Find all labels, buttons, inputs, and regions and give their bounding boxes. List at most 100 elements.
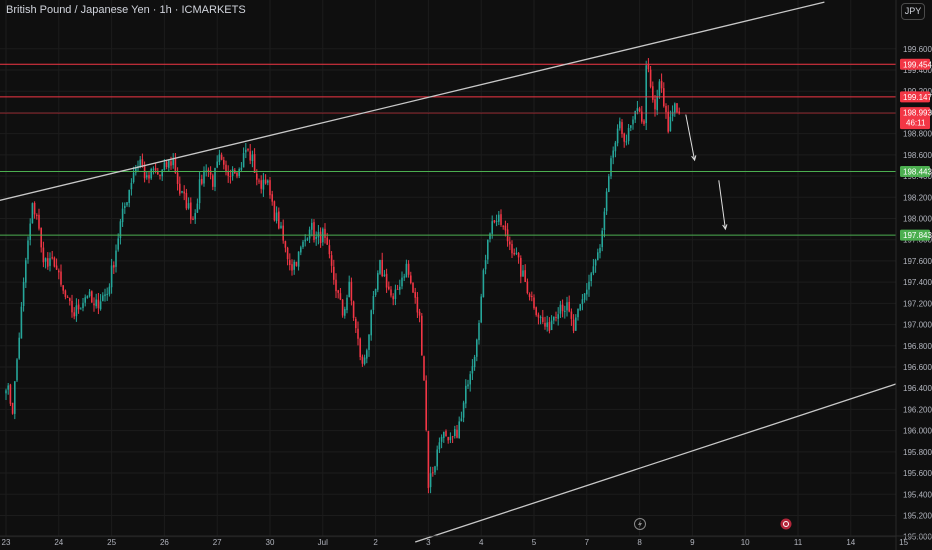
candle-body bbox=[196, 203, 199, 213]
candle-body bbox=[146, 175, 148, 178]
candle-body bbox=[110, 265, 113, 288]
candle-body bbox=[454, 429, 456, 436]
candle-body bbox=[447, 437, 449, 441]
candle-body bbox=[535, 307, 537, 315]
candle-body bbox=[368, 334, 370, 350]
candle-body bbox=[203, 170, 205, 184]
candle-body bbox=[214, 168, 216, 187]
x-tick-label: 11 bbox=[794, 538, 803, 547]
candle-body bbox=[115, 250, 117, 267]
candle-body bbox=[212, 175, 214, 187]
candle-body bbox=[335, 279, 337, 292]
candle-body bbox=[183, 191, 185, 194]
candle-body bbox=[390, 289, 392, 296]
projection-arrow[interactable] bbox=[685, 114, 696, 161]
candle-body bbox=[289, 260, 291, 266]
candle-body bbox=[77, 304, 80, 310]
y-tick-label: 197.200 bbox=[903, 299, 932, 308]
y-tick-label: 196.800 bbox=[903, 342, 932, 351]
projection-arrow[interactable] bbox=[718, 180, 726, 230]
candle-body bbox=[194, 213, 196, 220]
candle-body bbox=[656, 95, 658, 111]
candle-body bbox=[5, 390, 7, 394]
candle-body bbox=[399, 286, 401, 290]
candle-body bbox=[517, 253, 520, 258]
candle-body bbox=[80, 308, 82, 310]
currency-button[interactable]: JPY bbox=[901, 3, 925, 20]
candle-body bbox=[544, 322, 546, 327]
lightning-icon[interactable] bbox=[634, 518, 646, 530]
candle-body bbox=[25, 260, 27, 283]
candle-body bbox=[383, 274, 386, 276]
price-badge-resistance bbox=[900, 91, 930, 103]
candle-body bbox=[280, 225, 282, 229]
candle-body bbox=[7, 385, 9, 390]
candle-body bbox=[359, 338, 361, 358]
candle-body bbox=[95, 299, 97, 307]
trendline-upper[interactable] bbox=[0, 1, 825, 206]
candle-body bbox=[179, 183, 181, 194]
candle-body bbox=[223, 160, 225, 165]
candle-body bbox=[627, 127, 630, 142]
price-badge-text: 197.843 bbox=[903, 231, 932, 240]
candle-body bbox=[128, 189, 130, 203]
trendline-lower[interactable] bbox=[414, 382, 900, 543]
candle-body bbox=[99, 301, 102, 310]
candle-body bbox=[660, 80, 663, 89]
candle-body bbox=[410, 275, 412, 283]
price-axis[interactable] bbox=[896, 0, 932, 550]
candle-body bbox=[282, 225, 284, 241]
candle-body bbox=[366, 350, 368, 359]
candle-body bbox=[564, 310, 566, 312]
candle-body bbox=[124, 205, 126, 208]
candle-body bbox=[515, 252, 518, 254]
candle-body bbox=[414, 292, 416, 298]
candle-body bbox=[159, 174, 161, 177]
candle-body bbox=[537, 314, 540, 318]
candle-body bbox=[62, 285, 64, 291]
candle-body bbox=[590, 273, 592, 282]
event-marker-glyph bbox=[783, 521, 789, 527]
candle-body bbox=[306, 238, 309, 240]
candle-body bbox=[84, 297, 86, 303]
candle-body bbox=[438, 442, 441, 450]
event-marker-icon[interactable] bbox=[780, 518, 792, 530]
candle-body bbox=[625, 141, 628, 143]
candle-body bbox=[394, 289, 397, 300]
candle-body bbox=[242, 153, 245, 168]
candle-body bbox=[579, 304, 581, 310]
projection-arrow-head bbox=[691, 155, 697, 162]
candle-body bbox=[355, 318, 357, 329]
candle-body bbox=[27, 240, 29, 260]
candle-body bbox=[621, 122, 623, 134]
candle-body bbox=[577, 308, 579, 318]
y-tick-label: 199.600 bbox=[903, 45, 932, 54]
candle-body bbox=[207, 169, 210, 172]
candle-body bbox=[643, 120, 645, 124]
projection-arrow-head bbox=[722, 224, 728, 231]
candle-body bbox=[460, 418, 463, 422]
candle-body bbox=[273, 201, 276, 221]
candle-body bbox=[619, 121, 621, 129]
candle-body bbox=[539, 317, 542, 319]
candle-body bbox=[504, 225, 507, 231]
candle-body bbox=[381, 260, 383, 276]
candle-body bbox=[126, 202, 128, 206]
candle-body bbox=[597, 252, 599, 261]
candle-body bbox=[275, 212, 278, 221]
candle-body bbox=[484, 260, 487, 270]
candle-body bbox=[260, 180, 262, 189]
candle-body bbox=[148, 175, 150, 179]
candle-body bbox=[440, 436, 443, 442]
y-tick-label: 198.200 bbox=[903, 193, 932, 202]
x-tick-label: 7 bbox=[585, 538, 590, 547]
candle-body bbox=[75, 305, 78, 317]
candle-body bbox=[557, 314, 559, 319]
candle-body bbox=[249, 151, 251, 161]
candle-body bbox=[108, 286, 111, 295]
y-tick-label: 197.000 bbox=[903, 321, 932, 330]
countdown-text: 46:11 bbox=[906, 119, 926, 128]
candle-body bbox=[427, 431, 430, 489]
candle-body bbox=[271, 194, 273, 202]
